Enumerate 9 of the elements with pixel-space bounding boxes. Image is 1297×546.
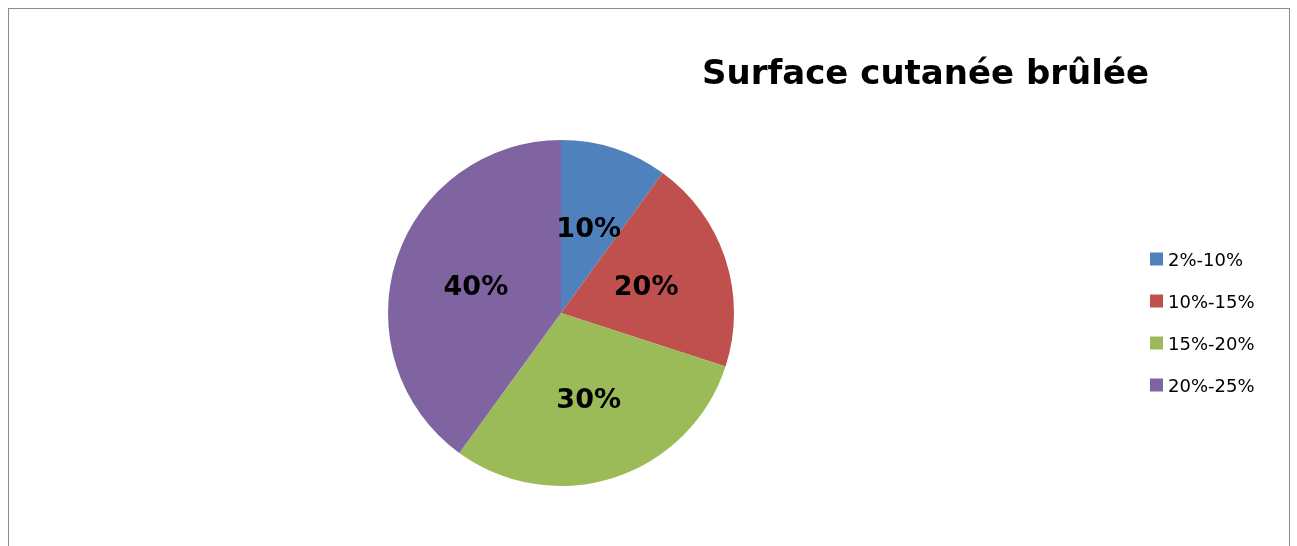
data-label: 20% bbox=[613, 269, 679, 301]
data-label: 30% bbox=[556, 382, 621, 414]
data-label: 40% bbox=[443, 269, 509, 301]
chart-title: Surface cutanée brûlée bbox=[702, 52, 1150, 92]
legend-label: 2%-10% bbox=[1168, 248, 1244, 270]
legend-label: 10%-15% bbox=[1168, 290, 1255, 312]
legend-label: 15%-20% bbox=[1168, 332, 1255, 354]
legend-label: 20%-25% bbox=[1168, 374, 1255, 396]
data-label: 10% bbox=[556, 212, 621, 244]
